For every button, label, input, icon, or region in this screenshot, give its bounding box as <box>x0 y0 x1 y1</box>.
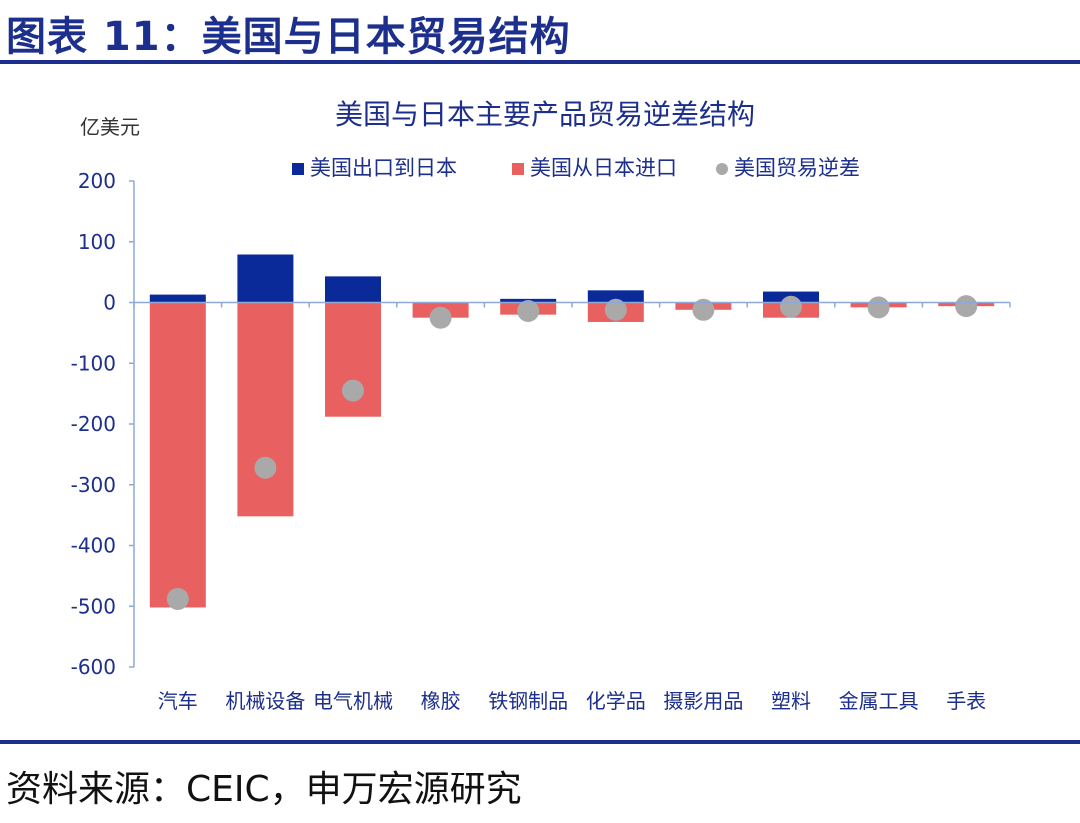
deficit-dot <box>342 379 364 402</box>
y-tick-label: -300 <box>71 473 116 497</box>
chart-title: 美国与日本主要产品贸易逆差结构 <box>335 98 755 131</box>
x-tick-label: 电气机械 <box>313 689 393 713</box>
source-note: 资料来源：CEIC，申万宏源研究 <box>6 769 522 810</box>
chart: 美国与日本主要产品贸易逆差结构 亿美元 美国出口到日本 美国从日本进口 美国贸易逆差… <box>71 98 1011 713</box>
deficit-dot <box>254 456 277 479</box>
legend-label: 美国出口到日本 <box>310 156 457 180</box>
deficit-dot <box>604 298 627 321</box>
y-tick-label: -100 <box>71 351 116 375</box>
deficit-dot <box>867 296 890 319</box>
x-axis: 汽车 机械设备 电气机械 橡胶 铁钢制品 化学品 摄影用品 塑料 金属工具 手表 <box>133 301 1011 713</box>
y-tick-label: -400 <box>71 534 116 558</box>
bars <box>149 254 995 608</box>
deficit-dot <box>429 306 452 329</box>
x-tick-label: 手表 <box>946 689 986 713</box>
bar <box>325 276 381 303</box>
legend-label: 美国从日本进口 <box>530 156 677 180</box>
bottom-rule <box>0 740 1080 744</box>
y-tick-label: 100 <box>78 230 116 254</box>
bar <box>237 302 294 517</box>
bar <box>237 254 294 303</box>
figure-title: 图表 11：美国与日本贸易结构 <box>6 14 571 60</box>
deficit-dot <box>517 300 540 323</box>
y-tick-label: 0 <box>103 291 116 315</box>
x-tick-label: 橡胶 <box>421 689 461 713</box>
y-tick-label: -200 <box>71 412 116 436</box>
x-tick-label: 塑料 <box>771 689 811 713</box>
y-tick-label: 200 <box>78 169 116 193</box>
y-unit-label: 亿美元 <box>80 115 140 139</box>
deficit-dot <box>166 587 189 610</box>
x-tick-label: 化学品 <box>586 689 646 713</box>
y-axis: 200 100 0 -100 -200 -300 -400 -500 -600 <box>71 169 135 679</box>
bar <box>149 302 206 608</box>
x-tick-label: 摄影用品 <box>663 689 743 713</box>
x-tick-label: 金属工具 <box>839 689 919 713</box>
x-tick-label: 铁钢制品 <box>488 689 568 713</box>
y-tick-label: -600 <box>71 655 116 679</box>
deficit-dot <box>955 295 978 318</box>
top-rule <box>0 60 1080 64</box>
legend: 美国出口到日本 美国从日本进口 美国贸易逆差 <box>292 156 860 180</box>
legend-label: 美国贸易逆差 <box>734 156 860 180</box>
legend-swatch <box>292 163 304 175</box>
deficit-dot <box>692 298 715 321</box>
legend-swatch <box>512 163 524 175</box>
bar <box>587 290 644 303</box>
bar <box>149 294 206 303</box>
x-tick-label: 汽车 <box>158 689 198 713</box>
deficit-dot <box>780 295 802 318</box>
legend-swatch <box>716 163 728 175</box>
y-tick-label: -500 <box>71 594 116 618</box>
x-tick-label: 机械设备 <box>225 689 305 713</box>
